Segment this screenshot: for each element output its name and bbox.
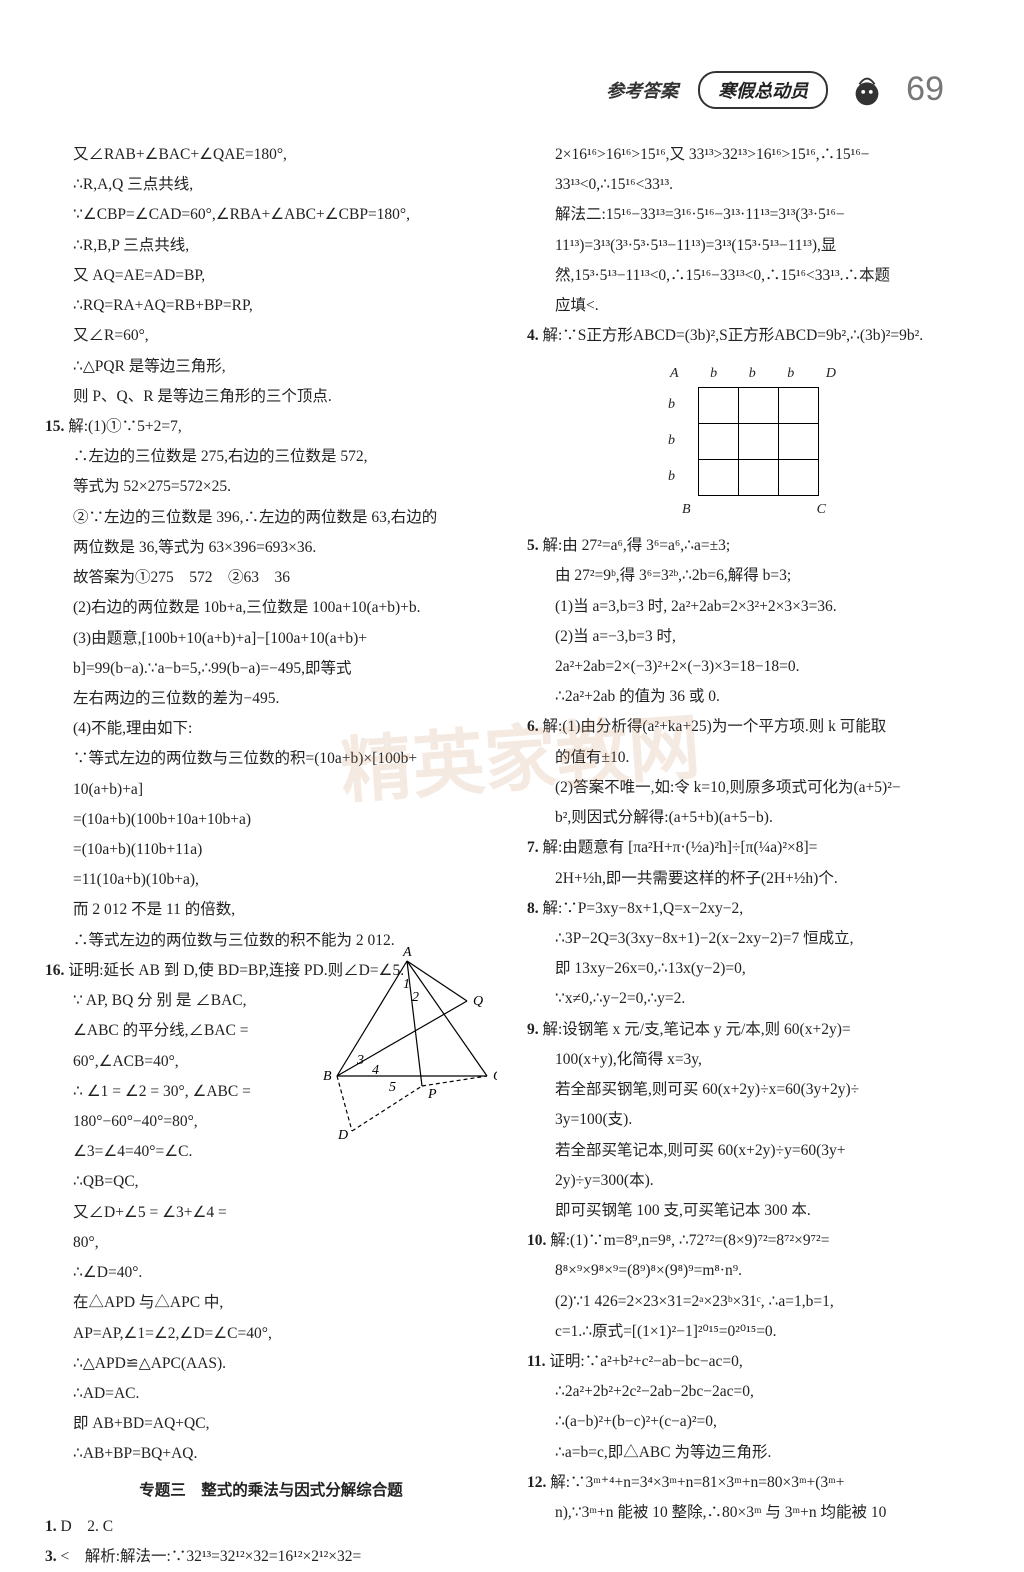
text-line: 2×16¹⁶>16¹⁶>15¹⁶,又 33¹³>32¹³>16¹⁶>15¹⁶,∴…: [527, 140, 979, 170]
text-line: 即可买钢笔 100 支,可买笔记本 300 本.: [527, 1196, 979, 1226]
text-line: n),∵3ᵐ+n 能被 10 整除,∴80×3ᵐ 与 3ᵐ+n 均能被 10: [527, 1498, 979, 1528]
text-line: 100(x+y),化简得 x=3y,: [527, 1045, 979, 1075]
text-line: ∴R,A,Q 三点共线,: [45, 170, 497, 200]
text-line: 又∠R=60°,: [45, 321, 497, 351]
text-line: 的值有±10.: [527, 743, 979, 773]
text-line: 应填<.: [527, 291, 979, 321]
svg-text:P: P: [427, 1087, 437, 1102]
text-line: 7. 解:由题意有 [πa²H+π·(½a)²h]÷[π(¼a)²×8]=: [527, 833, 979, 863]
text-line: ②∵左边的三位数是 396,∴左边的两位数是 63,右边的: [45, 503, 497, 533]
text-line: 则 P、Q、R 是等边三角形的三个顶点.: [45, 382, 497, 412]
text-line: 2H+½h,即一共需要这样的杯子(2H+½h)个.: [527, 864, 979, 894]
text-line: =(10a+b)(100b+10a+10b+a): [45, 805, 497, 835]
text-line: 解法二:15¹⁶−33¹³=3¹⁶·5¹⁶−3¹³·11¹³=3¹³(3³·5¹…: [527, 200, 979, 230]
text-line: (2)右边的两位数是 10b+a,三位数是 100a+10(a+b)+b.: [45, 593, 497, 623]
svg-text:D: D: [337, 1128, 348, 1143]
text-line: 1. D 2. C: [45, 1512, 497, 1542]
text-line: 又∠D+∠5 = ∠3+∠4 =: [45, 1198, 497, 1228]
text-line: b²,则因式分解得:(a+5+b)(a+5−b).: [527, 803, 979, 833]
text-line: 33¹³<0,∴15¹⁶<33¹³.: [527, 170, 979, 200]
text-line: ∴AD=AC.: [45, 1379, 497, 1409]
text-line: ∴3P−2Q=3(3xy−8x+1)−2(x−2xy−2)=7 恒成立,: [527, 924, 979, 954]
text-line: ∵∠CBP=∠CAD=60°,∠RBA+∠ABC+∠CBP=180°,: [45, 200, 497, 230]
text-line: 专题三 整式的乘法与因式分解综合题: [45, 1476, 497, 1506]
text-line: (2)∵1 426=2×23×31=2ᵃ×23ᵇ×31ᶜ, ∴a=1,b=1,: [527, 1287, 979, 1317]
text-line: 6. 解:(1)由分析得(a²+ka+25)为一个平方项.则 k 可能取: [527, 712, 979, 742]
text-line: 80°,: [45, 1228, 497, 1258]
text-line: AP=AP,∠1=∠2,∠D=∠C=40°,: [45, 1319, 497, 1349]
text-line: ∵等式左边的两位数与三位数的积=(10a+b)×[100b+: [45, 744, 497, 774]
text-line: 左右两边的三位数的差为−495.: [45, 684, 497, 714]
svg-text:Q: Q: [473, 994, 483, 1009]
text-line: ∴RQ=RA+AQ=RB+BP=RP,: [45, 291, 497, 321]
text-line: ∴(a−b)²+(b−c)²+(c−a)²=0,: [527, 1407, 979, 1437]
content-columns: 又∠RAB+∠BAC+∠QAE=180°,∴R,A,Q 三点共线,∵∠CBP=∠…: [45, 140, 979, 1572]
text-line: 在△APD 与△APC 中,: [45, 1288, 497, 1318]
text-line: 又∠RAB+∠BAC+∠QAE=180°,: [45, 140, 497, 170]
text-line: 4. 解:∵S正方形ABCD=(3b)²,S正方形ABCD=9b²,∴(3b)²…: [527, 321, 979, 351]
text-line: =11(10a+b)(10b+a),: [45, 865, 497, 895]
text-line: 若全部买钢笔,则可买 60(x+2y)÷x=60(3y+2y)÷: [527, 1075, 979, 1105]
text-line: 而 2 012 不是 11 的倍数,: [45, 895, 497, 925]
text-line: ∴2a²+2ab 的值为 36 或 0.: [527, 682, 979, 712]
text-line: 11. 证明:∵a²+b²+c²−ab−bc−ac=0,: [527, 1347, 979, 1377]
svg-text:4: 4: [372, 1063, 379, 1078]
text-line: 9. 解:设钢笔 x 元/支,笔记本 y 元/本,则 60(x+2y)=: [527, 1015, 979, 1045]
text-line: 8⁸×⁹×9⁸×⁹=(8⁹)⁸×(9⁸)⁹=m⁸·n⁹.: [527, 1256, 979, 1286]
left-column: 又∠RAB+∠BAC+∠QAE=180°,∴R,A,Q 三点共线,∵∠CBP=∠…: [45, 140, 497, 1572]
text-line: 即 13xy−26x=0,∴13x(y−2)=0,: [527, 954, 979, 984]
header-title: 寒假总动员: [698, 71, 828, 109]
text-line: ∴左边的三位数是 275,右边的三位数是 572,: [45, 442, 497, 472]
text-line: (4)不能,理由如下:: [45, 714, 497, 744]
right-column: 2×16¹⁶>16¹⁶>15¹⁶,又 33¹³>32¹³>16¹⁶>15¹⁶,∴…: [527, 140, 979, 1572]
text-line: 12. 解:∵3ᵐ⁺⁴+n=3⁴×3ᵐ+n=81×3ᵐ+n=80×3ᵐ+(3ᵐ+: [527, 1468, 979, 1498]
text-line: ∴∠D=40°.: [45, 1258, 497, 1288]
text-line: 10. 解:(1)∵m=8⁹,n=9⁸, ∴72⁷²=(8×9)⁷²=8⁷²×9…: [527, 1226, 979, 1256]
text-line: (2)当 a=−3,b=3 时,: [527, 622, 979, 652]
text-line: ∴AB+BP=BQ+AQ.: [45, 1439, 497, 1469]
text-line: (2)答案不唯一,如:令 k=10,则原多项式可化为(a+5)²−: [527, 773, 979, 803]
text-line: ∴a=b=c,即△ABC 为等边三角形.: [527, 1438, 979, 1468]
page-header: 参考答案 寒假总动员 69: [606, 70, 944, 109]
page-number: 69: [906, 70, 944, 109]
text-line: ∴R,B,P 三点共线,: [45, 231, 497, 261]
text-line: ∴△APD≌△APC(AAS).: [45, 1349, 497, 1379]
text-line: 5. 解:由 27²=a⁶,得 3⁶=a⁶,∴a=±3;: [527, 531, 979, 561]
text-line: ∴QB=QC,: [45, 1167, 497, 1197]
text-line: 15. 解:(1)①∵5+2=7,: [45, 412, 497, 442]
text-line: ∴△PQR 是等边三角形,: [45, 352, 497, 382]
square-grid-figure: AbbbDbbbBC: [668, 360, 838, 524]
text-line: c=1.∴原式=[(1×1)²−1]²⁰¹⁵=0²⁰¹⁵=0.: [527, 1317, 979, 1347]
text-line: b]=99(b−a).∵a−b=5,∴99(b−a)=−495,即等式: [45, 654, 497, 684]
text-line: 2a²+2ab=2×(−3)²+2×(−3)×3=18−18=0.: [527, 652, 979, 682]
mascot-icon: [848, 71, 886, 109]
svg-text:2: 2: [412, 990, 419, 1005]
svg-text:C: C: [493, 1069, 497, 1084]
text-line: 由 27²=9ᵇ,得 3⁶=3²ᵇ,∴2b=6,解得 b=3;: [527, 561, 979, 591]
text-line: ∵x≠0,∴y−2=0,∴y=2.: [527, 984, 979, 1014]
text-line: 2y)÷y=300(本).: [527, 1166, 979, 1196]
text-line: 若全部买笔记本,则可买 60(x+2y)÷y=60(3y+: [527, 1136, 979, 1166]
text-line: 10(a+b)+a]: [45, 775, 497, 805]
text-line: 然,15³·5¹³−11¹³<0,∴15¹⁶−33¹³<0,∴15¹⁶<33¹³…: [527, 261, 979, 291]
header-ref-label: 参考答案: [606, 77, 678, 103]
text-line: ∴2a²+2b²+2c²−2ab−2bc−2ac=0,: [527, 1377, 979, 1407]
text-line: 又 AQ=AE=AD=BP,: [45, 261, 497, 291]
text-line: (3)由题意,[100b+10(a+b)+a]−[100a+10(a+b)+: [45, 624, 497, 654]
svg-text:3: 3: [356, 1053, 364, 1068]
text-line: 故答案为①275 572 ②63 36: [45, 563, 497, 593]
text-line: 两位数是 36,等式为 63×396=693×36.: [45, 533, 497, 563]
text-line: 11¹³)=3¹³(3³·5³·5¹³−11¹³)=3¹³(15³·5¹³−11…: [527, 231, 979, 261]
text-line: 3. < 解析:解法一:∵32¹³=32¹²×32=16¹²×2¹²×32=: [45, 1542, 497, 1572]
text-line: 即 AB+BD=AQ+QC,: [45, 1409, 497, 1439]
svg-text:5: 5: [389, 1080, 396, 1095]
text-line: 8. 解:∵P=3xy−8x+1,Q=x−2xy−2,: [527, 894, 979, 924]
text-line: =(10a+b)(110b+11a): [45, 835, 497, 865]
text-line: 等式为 52×275=572×25.: [45, 472, 497, 502]
text-line: (1)当 a=3,b=3 时, 2a²+2ab=2×3²+2×3×3=36.: [527, 592, 979, 622]
text-line: 3y=100(支).: [527, 1105, 979, 1135]
svg-text:B: B: [323, 1069, 332, 1084]
